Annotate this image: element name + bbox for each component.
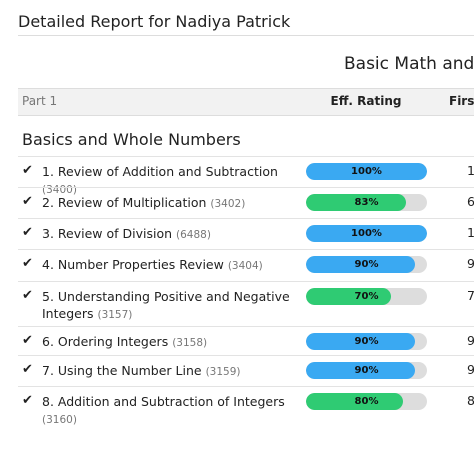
check-icon: ✔ [22, 393, 33, 408]
progress-track: 70% [306, 288, 427, 305]
progress-track: 100% [306, 225, 427, 242]
first-value: 10 [467, 225, 474, 240]
progress-label: 90% [354, 336, 379, 347]
first-value: 7 [467, 288, 474, 303]
check-icon: ✔ [22, 362, 33, 377]
progress-track: 90% [306, 256, 427, 273]
lesson-name: 4. Number Properties Review (3404) [42, 256, 292, 275]
check-icon: ✔ [22, 194, 33, 209]
progress-bar [306, 393, 403, 410]
progress-bar [306, 288, 391, 305]
lesson-title: 1. Review of Addition and Subtraction [42, 164, 278, 179]
progress-bar [306, 333, 415, 350]
first-value: 10 [467, 163, 474, 178]
progress-label: 80% [354, 396, 379, 407]
first-value: 9 [467, 256, 474, 271]
lesson-title: 2. Review of Multiplication [42, 195, 207, 210]
first-value: 8 [467, 393, 474, 408]
progress-label: 90% [354, 259, 379, 270]
report-title: Detailed Report for Nadiya Patrick [18, 12, 291, 31]
progress-label: 83% [354, 197, 379, 208]
table-header [18, 88, 474, 116]
progress-track: 100% [306, 163, 427, 180]
lesson-title: 3. Review of Division [42, 226, 173, 241]
lesson-name: 5. Understanding Positive and Negative I… [42, 288, 292, 324]
lesson-code: (6488) [176, 229, 211, 241]
column-header: First [449, 94, 474, 108]
lesson-code: (3404) [227, 260, 263, 272]
table-row: ✔ 1. Review of Addition and Subtraction (… [18, 156, 474, 196]
check-icon: ✔ [22, 288, 33, 303]
lesson-name: 7. Using the Number Line (3159) [42, 362, 292, 381]
progress-bar [306, 362, 415, 379]
lesson-title: 6. Ordering Integers [42, 334, 169, 349]
progress-bar [306, 163, 427, 180]
lesson-title: 4. Number Properties Review [42, 257, 224, 272]
first-value: 6 [467, 194, 474, 209]
lesson-title: 8. Addition and Subtraction of Integers [42, 394, 285, 409]
progress-bar [306, 194, 407, 211]
table-row: ✔ 3. Review of Division (6488) 100% 10 [18, 218, 474, 250]
progress-bar [306, 256, 415, 273]
progress-label: 100% [351, 166, 382, 177]
lesson-title: 5. Understanding Positive and Negative I… [42, 289, 290, 321]
progress-track: 90% [306, 362, 427, 379]
column-header: Eff. Rating [330, 94, 402, 108]
progress-label: 70% [354, 291, 379, 302]
lesson-code: (3158) [172, 337, 208, 349]
lesson-name: 6. Ordering Integers (3158) [42, 333, 292, 352]
check-icon: ✔ [22, 333, 33, 348]
column-header: Part 1 [22, 94, 58, 108]
lesson-code: (3157) [97, 309, 133, 321]
lesson-name: 2. Review of Multiplication (3402) [42, 194, 292, 213]
section-title: Basics and Whole Numbers [22, 130, 241, 149]
progress-label: 90% [354, 365, 379, 376]
table-row: ✔ 2. Review of Multiplication (3402) 83% 6 [18, 187, 474, 219]
table-row: ✔ 5. Understanding Positive and Negative … [18, 281, 474, 327]
table-row: ✔ 7. Using the Number Line (3159) 90% 9 [18, 355, 474, 387]
check-icon: ✔ [22, 256, 33, 271]
lesson-code: (3160) [42, 414, 77, 426]
check-icon: ✔ [22, 163, 33, 178]
table-row: ✔ 8. Addition and Subtraction of Integers… [18, 386, 474, 433]
check-icon: ✔ [22, 225, 33, 240]
first-value: 9 [467, 333, 474, 348]
table-row: ✔ 4. Number Properties Review (3404) 90% 9 [18, 249, 474, 282]
course-title: Basic Math and I [344, 54, 474, 74]
divider [18, 35, 474, 36]
lesson-code: (3159) [205, 366, 241, 378]
lesson-name: 3. Review of Division (6488) [42, 225, 292, 244]
lesson-title: 7. Using the Number Line [42, 363, 202, 378]
table-row: ✔ 6. Ordering Integers (3158) 90% 9 [18, 326, 474, 356]
progress-track: 90% [306, 333, 427, 350]
progress-bar [306, 225, 427, 242]
lesson-name: 8. Addition and Subtraction of Integers … [42, 393, 292, 429]
progress-track: 83% [306, 194, 427, 211]
lesson-code: (3402) [210, 198, 246, 210]
progress-track: 80% [306, 393, 427, 410]
progress-label: 100% [351, 228, 382, 239]
first-value: 9 [467, 362, 474, 377]
